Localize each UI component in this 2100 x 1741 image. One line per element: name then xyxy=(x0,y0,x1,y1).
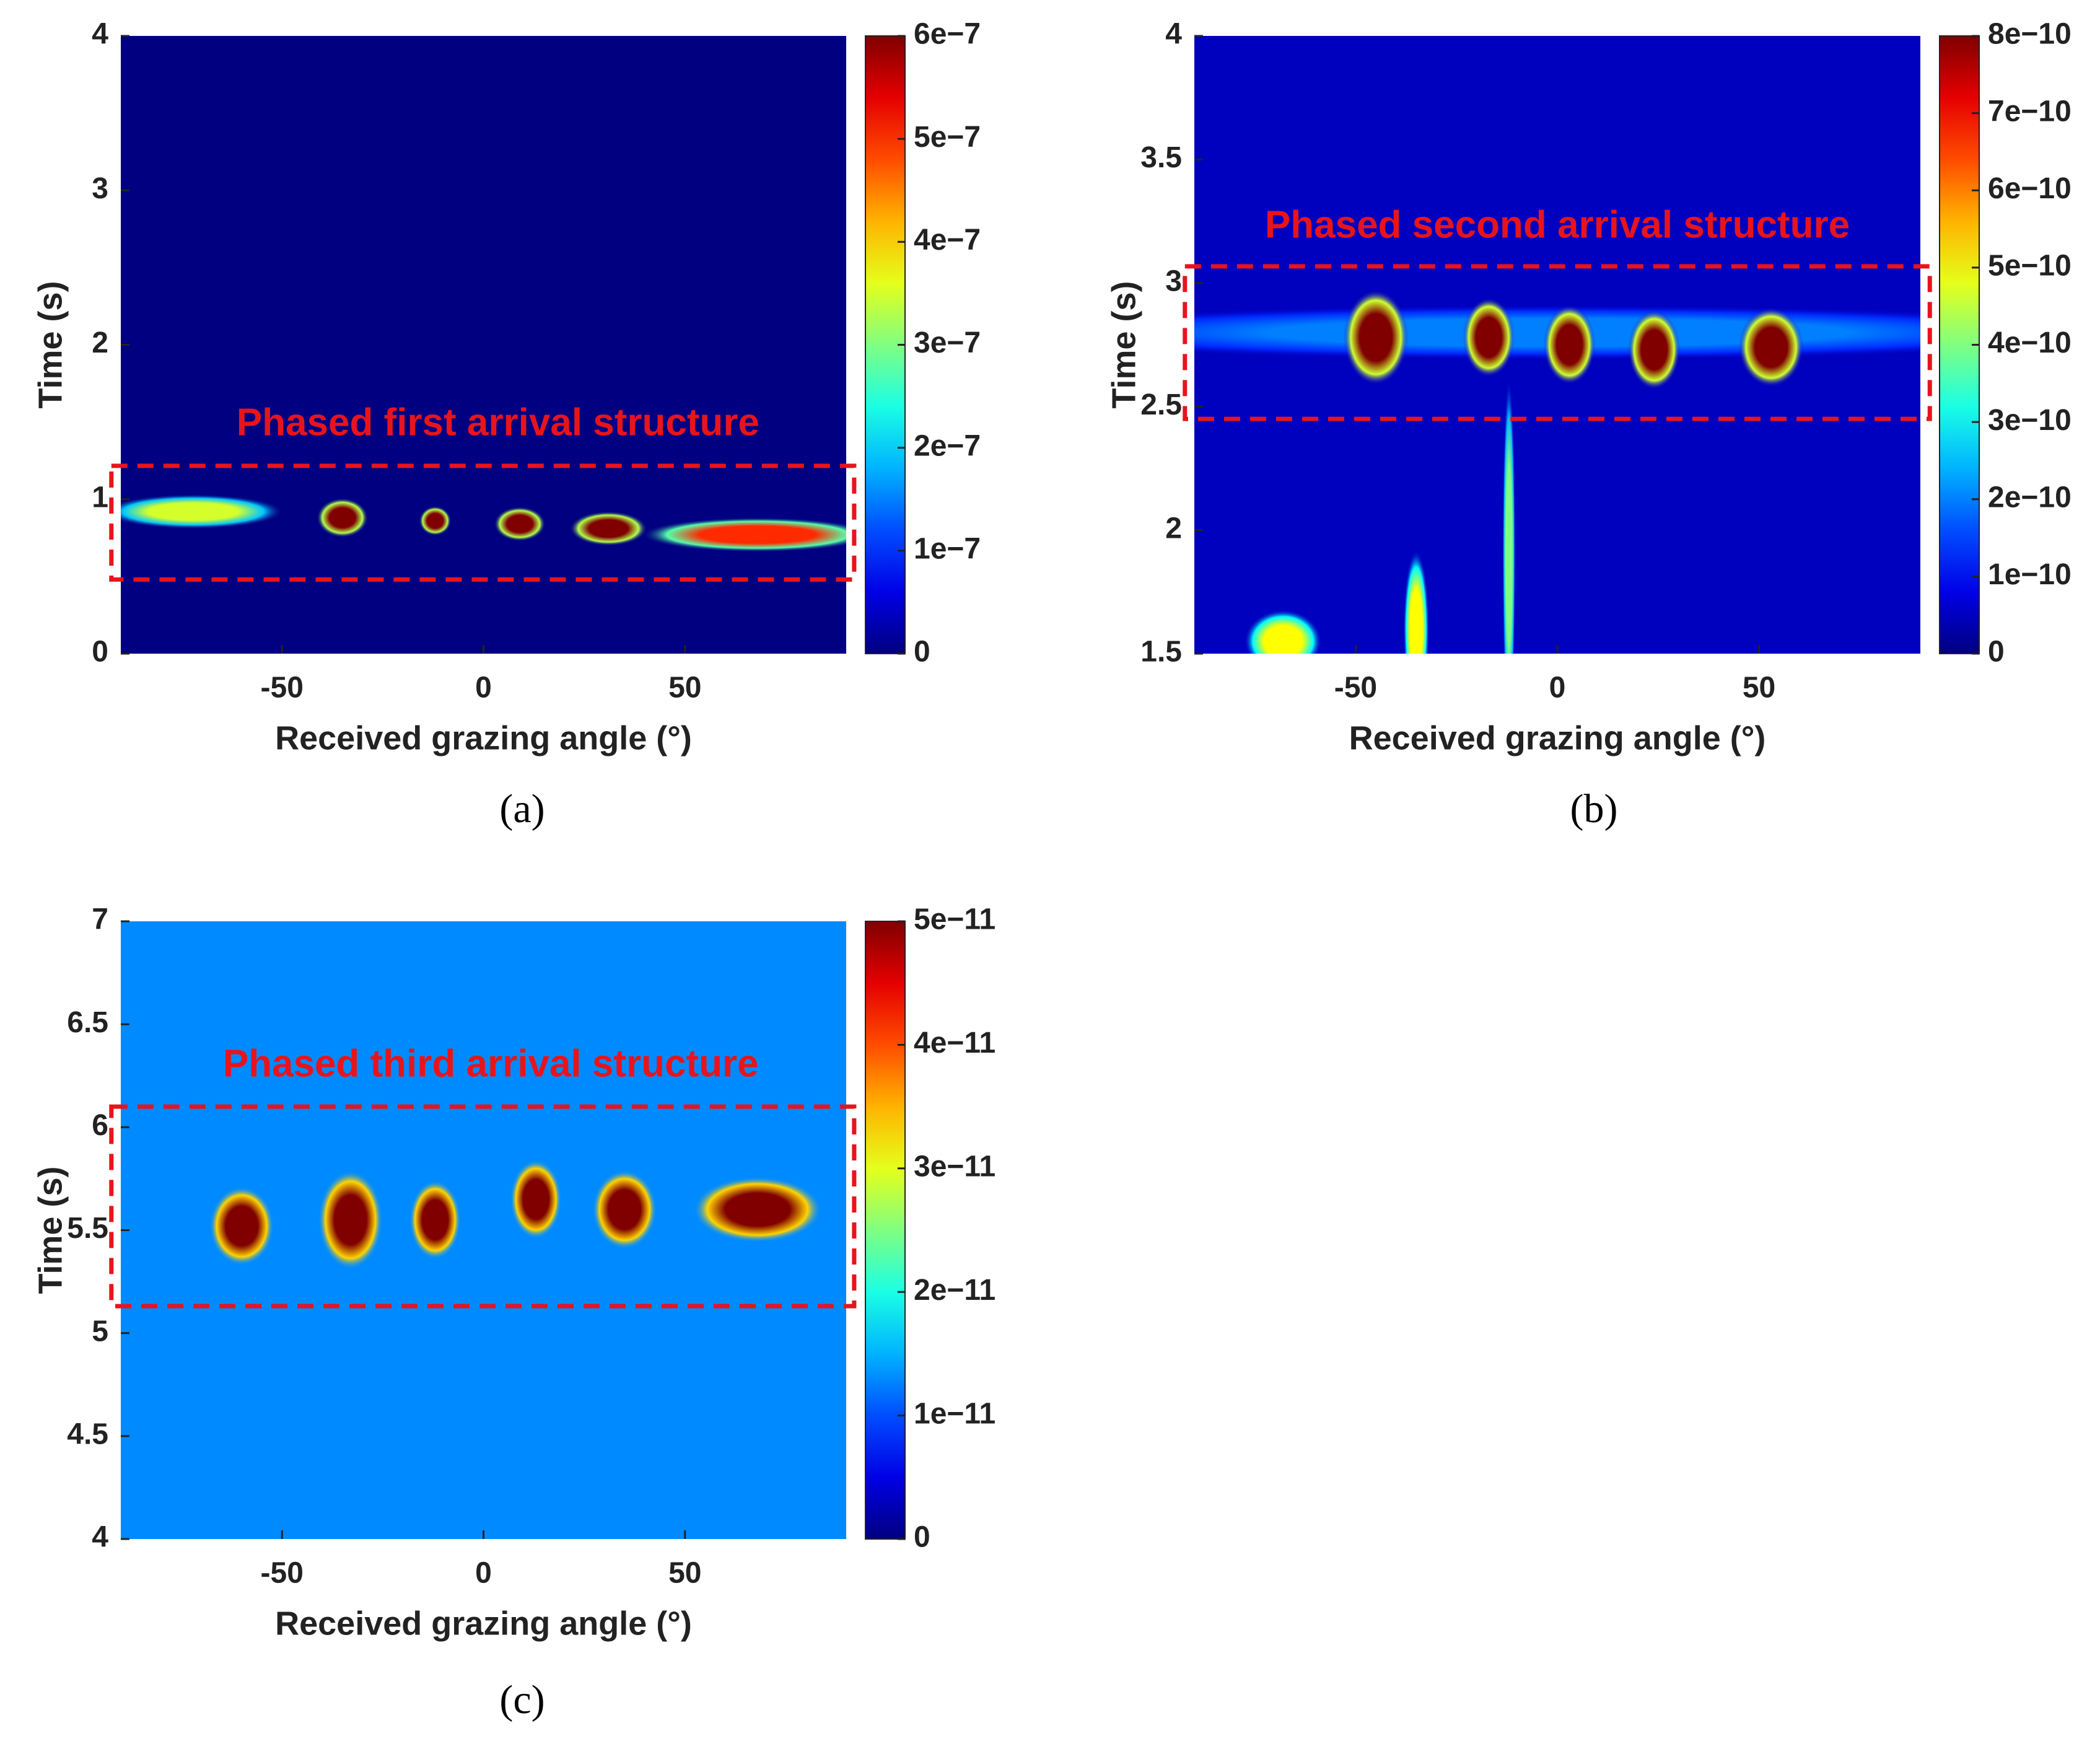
hotspot xyxy=(1628,310,1680,390)
colorbar-tick-label: 2e−11 xyxy=(914,1274,995,1307)
x-tick-label: -50 xyxy=(261,672,304,704)
y-tick-label: 1.5 xyxy=(1140,636,1182,669)
hotspot xyxy=(409,1180,462,1260)
y-tick-label: 7 xyxy=(92,903,108,936)
x-axis-label: Received grazing angle (°) xyxy=(1349,719,1766,756)
colorbar-tick-label: 8e−10 xyxy=(1988,18,2072,51)
hotspot xyxy=(1543,305,1596,385)
y-tick-label: 2.5 xyxy=(1140,388,1182,421)
colorbar-tick-label: 5e−11 xyxy=(914,903,995,936)
hotspot xyxy=(1244,610,1322,654)
caption: (a) xyxy=(499,786,545,831)
y-tick-label: 4 xyxy=(92,1521,108,1554)
colorbar-tick-label: 1e−7 xyxy=(914,533,981,566)
colorbar-tick-label: 4e−10 xyxy=(1988,327,2072,359)
x-axis-label: Received grazing angle (°) xyxy=(275,1605,692,1642)
y-tick-label: 5.5 xyxy=(67,1212,108,1245)
y-tick-label: 3.5 xyxy=(1140,141,1182,174)
y-tick-label: 6 xyxy=(92,1109,108,1142)
hotspot xyxy=(419,506,452,536)
hotspot xyxy=(1343,289,1409,385)
x-tick-label: 50 xyxy=(668,672,701,704)
y-tick-label: 5 xyxy=(92,1315,108,1348)
hotspot xyxy=(1403,550,1429,654)
y-tick-label: 4.5 xyxy=(67,1418,108,1451)
y-tick-label: 4 xyxy=(92,18,108,51)
hotspot xyxy=(317,498,369,538)
colorbar-tick-label: 1e−10 xyxy=(1988,558,2072,591)
heatmap xyxy=(121,36,846,654)
colorbar-tick-label: 5e−7 xyxy=(914,121,981,154)
x-tick-label: 50 xyxy=(668,1557,701,1590)
hotspot xyxy=(569,511,647,546)
panel: -50 0 50 1.5 2 2.5 3 3.5 4 Received grazing angle… xyxy=(1105,18,2072,831)
hotspot xyxy=(318,1170,383,1270)
colorbar-tick-label: 1e−11 xyxy=(914,1397,995,1430)
colorbar-tick-label: 0 xyxy=(914,1521,930,1554)
y-tick-label: 0 xyxy=(92,636,108,669)
colorbar-tick-label: 6e−10 xyxy=(1988,172,2072,205)
colorbar-tick-label: 4e−11 xyxy=(914,1027,995,1059)
colorbar-tick-label: 3e−11 xyxy=(914,1150,995,1183)
caption: (c) xyxy=(499,1677,545,1722)
hotspot xyxy=(1502,377,1516,654)
annotation: Phased third arrival structure xyxy=(223,1043,759,1085)
colorbar-tick-label: 3e−10 xyxy=(1988,404,2072,437)
colorbar-tick-label: 3e−7 xyxy=(914,327,981,359)
y-tick-label: 4 xyxy=(1165,18,1182,51)
y-axis-label: Time (s) xyxy=(32,1166,69,1294)
hotspot xyxy=(592,1170,657,1250)
panel: -50 0 50 4 4.5 5 5.5 6 6.5 7 Received grazing angl… xyxy=(32,903,995,1722)
annotation: Phased first arrival structure xyxy=(237,401,759,444)
y-axis-label: Time (s) xyxy=(1105,281,1142,408)
y-tick-label: 1 xyxy=(92,481,108,514)
hotspot xyxy=(1739,307,1804,387)
colorbar-tick-label: 6e−7 xyxy=(914,18,981,51)
x-axis-label: Received grazing angle (°) xyxy=(275,719,692,756)
hotspot xyxy=(693,1177,822,1243)
colorbar-tick-label: 2e−10 xyxy=(1988,481,2072,514)
annotation: Phased second arrival structure xyxy=(1265,203,1850,246)
hotspot xyxy=(510,1159,562,1239)
colorbar-tick-label: 7e−10 xyxy=(1988,95,2072,128)
hotspot xyxy=(209,1186,274,1266)
x-tick-label: 0 xyxy=(475,672,492,704)
x-tick-label: 0 xyxy=(475,1557,492,1590)
hotspot xyxy=(641,517,846,552)
highlight-box xyxy=(1183,264,1932,421)
y-tick-label: 3 xyxy=(92,172,108,205)
colorbar-tick-label: 2e−7 xyxy=(914,429,981,462)
highlight-box xyxy=(109,463,857,582)
hotspot xyxy=(1463,297,1515,377)
colorbar-tick-label: 5e−10 xyxy=(1988,250,2072,283)
hotspot xyxy=(494,506,546,542)
heatmap xyxy=(121,921,846,1539)
y-tick-label: 2 xyxy=(92,327,108,359)
y-tick-label: 6.5 xyxy=(67,1006,108,1039)
colorbar-tick-label: 0 xyxy=(914,636,930,669)
x-tick-label: -50 xyxy=(1334,672,1377,704)
highlight-box xyxy=(109,1104,857,1309)
x-tick-label: -50 xyxy=(261,1557,304,1590)
colorbar-tick-label: 4e−7 xyxy=(914,224,981,257)
caption: (b) xyxy=(1570,786,1618,831)
colorbar xyxy=(865,921,906,1540)
colorbar-tick-label: 0 xyxy=(1988,636,2005,669)
hotspot xyxy=(121,494,284,529)
heatmap-background xyxy=(121,36,846,654)
panel: -50 0 50 0 1 2 3 4 Received grazing angle (°) Tim… xyxy=(32,18,981,831)
x-tick-label: 50 xyxy=(1743,672,1775,704)
x-tick-label: 0 xyxy=(1549,672,1566,704)
y-tick-label: 2 xyxy=(1165,512,1182,545)
y-tick-label: 3 xyxy=(1165,265,1182,297)
y-axis-label: Time (s) xyxy=(32,281,69,408)
heatmap xyxy=(1194,36,1920,654)
